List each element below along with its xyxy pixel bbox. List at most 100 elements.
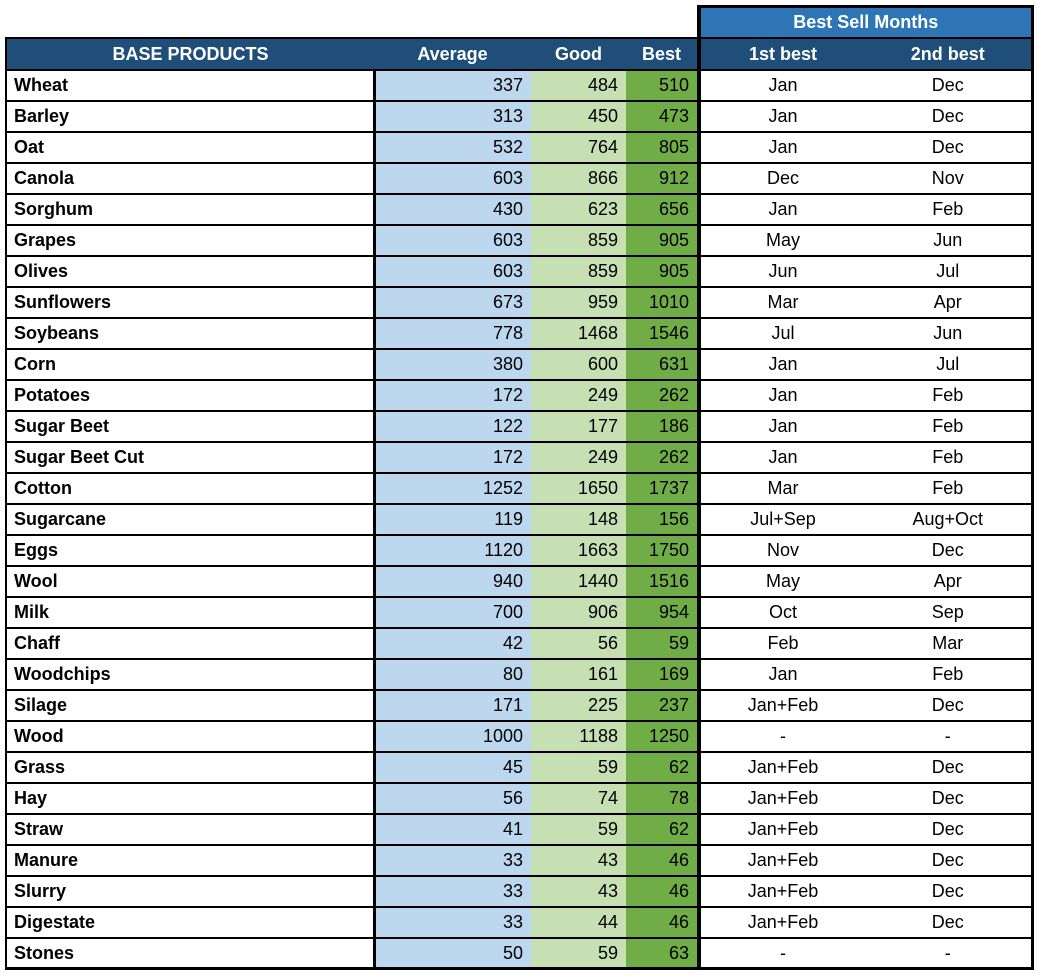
best-cell: 1516	[626, 564, 701, 598]
first-best-cell: May	[699, 223, 865, 257]
best-cell: 59	[626, 626, 701, 660]
first-best-cell: Jan+Feb	[699, 750, 865, 784]
best-cell: 631	[626, 347, 701, 381]
good-cell: 1650	[531, 471, 626, 505]
second-best-cell: Feb	[865, 192, 1034, 226]
second-best-cell: Dec	[865, 750, 1034, 784]
first-best-cell: -	[699, 719, 865, 753]
col-header-average: Average	[374, 36, 531, 71]
best-cell: 78	[626, 781, 701, 815]
table-row: Eggs 1120 1663 1750 Nov Dec	[5, 533, 1034, 567]
first-best-cell: Jan+Feb	[699, 843, 865, 877]
first-best-cell: Jun	[699, 254, 865, 288]
good-cell: 1468	[531, 316, 626, 350]
product-cell: Hay	[5, 781, 376, 815]
good-cell: 623	[531, 192, 626, 226]
good-cell: 59	[531, 812, 626, 846]
good-cell: 249	[531, 378, 626, 412]
product-cell: Barley	[5, 99, 376, 133]
table-row: Sugarcane 119 148 156 Jul+Sep Aug+Oct	[5, 502, 1034, 536]
good-cell: 43	[531, 874, 626, 908]
good-cell: 148	[531, 502, 626, 536]
product-cell: Wheat	[5, 68, 376, 102]
best-cell: 805	[626, 130, 701, 164]
good-cell: 484	[531, 68, 626, 102]
second-best-cell: Dec	[865, 781, 1034, 815]
second-best-cell: Mar	[865, 626, 1034, 660]
average-cell: 673	[374, 285, 531, 319]
table-row: Canola 603 866 912 Dec Nov	[5, 161, 1034, 195]
average-cell: 940	[374, 564, 531, 598]
table-row: Potatoes 172 249 262 Jan Feb	[5, 378, 1034, 412]
table-row: Wool 940 1440 1516 May Apr	[5, 564, 1034, 598]
product-cell: Soybeans	[5, 316, 376, 350]
table-row: Chaff 42 56 59 Feb Mar	[5, 626, 1034, 660]
product-cell: Grapes	[5, 223, 376, 257]
good-cell: 764	[531, 130, 626, 164]
best-cell: 954	[626, 595, 701, 629]
best-cell: 656	[626, 192, 701, 226]
product-cell: Cotton	[5, 471, 376, 505]
second-best-cell: Dec	[865, 68, 1034, 102]
average-cell: 313	[374, 99, 531, 133]
best-cell: 262	[626, 440, 701, 474]
second-best-cell: Nov	[865, 161, 1034, 195]
best-cell: 1737	[626, 471, 701, 505]
good-cell: 600	[531, 347, 626, 381]
table-row: Sorghum 430 623 656 Jan Feb	[5, 192, 1034, 226]
product-cell: Stones	[5, 936, 376, 970]
table-row: Wheat 337 484 510 Jan Dec	[5, 68, 1034, 102]
best-cell: 62	[626, 750, 701, 784]
table-row: Straw 41 59 62 Jan+Feb Dec	[5, 812, 1034, 846]
average-cell: 603	[374, 223, 531, 257]
first-best-cell: May	[699, 564, 865, 598]
product-cell: Wood	[5, 719, 376, 753]
first-best-cell: Jan	[699, 130, 865, 164]
product-cell: Potatoes	[5, 378, 376, 412]
second-best-cell: Feb	[865, 657, 1034, 691]
average-cell: 45	[374, 750, 531, 784]
product-cell: Chaff	[5, 626, 376, 660]
table-row: Grapes 603 859 905 May Jun	[5, 223, 1034, 257]
good-cell: 866	[531, 161, 626, 195]
good-cell: 225	[531, 688, 626, 722]
table-row: Silage 171 225 237 Jan+Feb Dec	[5, 688, 1034, 722]
second-best-cell: -	[865, 719, 1034, 753]
first-best-cell: Jan+Feb	[699, 874, 865, 908]
product-cell: Silage	[5, 688, 376, 722]
best-cell: 1546	[626, 316, 701, 350]
good-cell: 249	[531, 440, 626, 474]
second-best-cell: Apr	[865, 564, 1034, 598]
first-best-cell: Feb	[699, 626, 865, 660]
product-cell: Sunflowers	[5, 285, 376, 319]
average-cell: 33	[374, 905, 531, 939]
second-best-cell: Jul	[865, 254, 1034, 288]
average-cell: 430	[374, 192, 531, 226]
best-cell: 46	[626, 843, 701, 877]
table-row: Oat 532 764 805 Jan Dec	[5, 130, 1034, 164]
table-row: Wood 1000 1188 1250- -	[5, 719, 1034, 753]
table-row: Stones 50 59 63- -	[5, 936, 1034, 970]
first-best-cell: Jan	[699, 657, 865, 691]
first-best-cell: Mar	[699, 285, 865, 319]
average-cell: 603	[374, 254, 531, 288]
spreadsheet-area: Best Sell Months BASE PRODUCTS Average G…	[5, 5, 1034, 970]
table-row: Sugar Beet 122 177 186 Jan Feb	[5, 409, 1034, 443]
best-sell-months-header: Best Sell Months	[697, 5, 1034, 39]
second-best-cell: Jul	[865, 347, 1034, 381]
first-best-cell: Jan	[699, 378, 865, 412]
good-cell: 1188	[531, 719, 626, 753]
table-row: Sugar Beet Cut 172 249 262 Jan Feb	[5, 440, 1034, 474]
second-best-cell: Feb	[865, 378, 1034, 412]
average-cell: 172	[374, 440, 531, 474]
good-cell: 74	[531, 781, 626, 815]
table-row: Olives 603 859 905 Jun Jul	[5, 254, 1034, 288]
best-cell: 169	[626, 657, 701, 691]
good-cell: 1440	[531, 564, 626, 598]
table-row: Hay 56 74 78 Jan+Feb Dec	[5, 781, 1034, 815]
first-best-cell: Oct	[699, 595, 865, 629]
first-best-cell: Nov	[699, 533, 865, 567]
table-row: Sunflowers 673 959 1010 Mar Apr	[5, 285, 1034, 319]
product-cell: Canola	[5, 161, 376, 195]
table-row: Manure 33 43 46 Jan+Feb Dec	[5, 843, 1034, 877]
